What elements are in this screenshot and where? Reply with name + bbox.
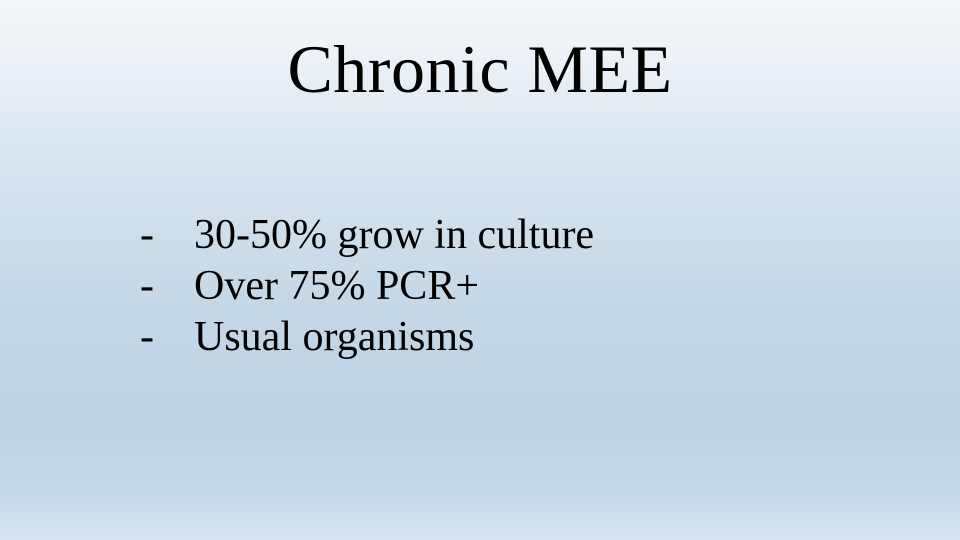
bullet-text: Over 75% PCR+ [194,261,479,312]
bullet-text: Usual organisms [194,312,474,363]
slide-title: Chronic MEE [0,30,960,109]
slide: Chronic MEE - 30-50% grow in culture - O… [0,0,960,540]
bullet-marker: - [140,261,194,312]
bullet-item: - Over 75% PCR+ [140,261,594,312]
bullet-item: - 30-50% grow in culture [140,210,594,261]
bullet-marker: - [140,312,194,363]
bullet-text: 30-50% grow in culture [194,210,594,261]
bullet-marker: - [140,210,194,261]
slide-content: - 30-50% grow in culture - Over 75% PCR+… [140,210,594,364]
bullet-item: - Usual organisms [140,312,594,363]
